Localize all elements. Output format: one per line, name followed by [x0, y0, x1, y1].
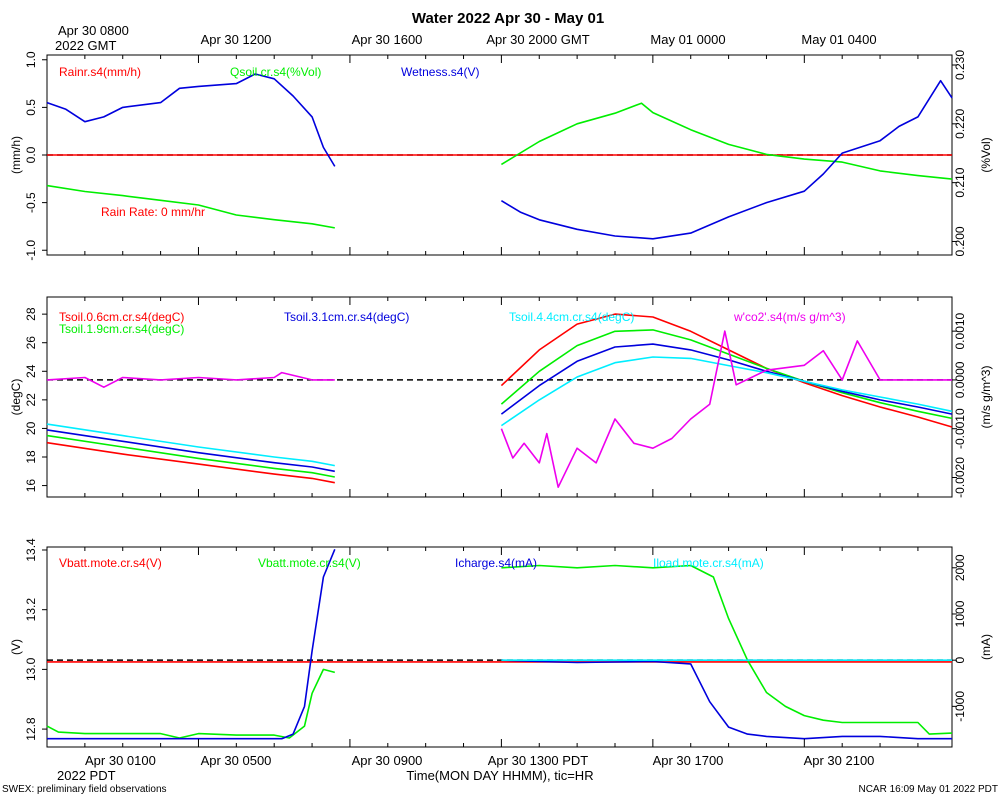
top-axis-first-label-line1: Apr 30 0800	[58, 23, 129, 38]
left-axis-label: (V)	[9, 639, 23, 655]
right-axis-label: (%Vol)	[979, 137, 993, 172]
bottom-axis-label: Apr 30 2100	[804, 753, 875, 768]
bottom-axis-year: 2022 PDT	[57, 768, 116, 783]
left-axis-label: (mm/h)	[9, 136, 23, 174]
x-axis-title: Time(MON DAY HHMM), tic=HR	[406, 768, 593, 783]
series-line-blue	[500, 79, 953, 240]
legend-qsoil: Qsoil.cr.s4(%Vol)	[230, 65, 321, 79]
left-axis-tick-label: -0.5	[24, 192, 38, 213]
legend-wetness: Wetness.s4(V)	[401, 65, 479, 79]
series-line-blue	[501, 659, 952, 740]
left-axis-tick-label: 0.0	[24, 146, 38, 163]
legend-tsoil-0-6: Tsoil.0.6cm.cr.s4(degC)	[59, 310, 184, 324]
series-line-green	[46, 668, 336, 739]
left-axis-tick-label: 0.5	[24, 99, 38, 116]
right-axis-tick-label: 0.210	[953, 167, 967, 197]
series-line-magenta	[46, 371, 335, 389]
series-line-magenta	[500, 330, 952, 489]
right-axis-tick-label: 0.200	[953, 226, 967, 256]
left-axis-tick-label: 16	[24, 479, 38, 493]
left-axis-label: (degC)	[9, 379, 23, 416]
left-axis-tick-label: 22	[24, 393, 38, 407]
right-axis-label: (mA)	[979, 634, 993, 660]
left-axis-tick-label: 12.8	[24, 717, 38, 741]
rain-rate-annotation: Rain Rate: 0 mm/hr	[101, 205, 205, 219]
legend-vbatt-red: Vbatt.mote.cr.s4(V)	[59, 556, 162, 570]
bottom-axis-label: Apr 30 0100	[85, 753, 156, 768]
plot-frame	[46, 546, 953, 748]
left-axis-tick-label: 13.0	[24, 657, 38, 681]
left-axis-tick-label: 24	[24, 364, 38, 378]
series-line-cyan	[46, 423, 335, 467]
axes-layer: 1.0 0.5 0.0 -0.5 -1.0 0.230 0.220 0.210 0.200	[24, 50, 967, 261]
axes-layer: 28 26 24 22 20 18 16 0.0010 0.0000 -0.0010 -0.0020	[24, 297, 967, 498]
right-axis-tick-label: 2000	[953, 554, 967, 581]
right-axis-tick-label: -1000	[953, 691, 967, 722]
top-axis-label: Apr 30 2000 GMT	[486, 32, 589, 47]
series-line-green	[46, 434, 335, 478]
right-axis-tick-label: 1000	[953, 600, 967, 627]
bottom-axis-label: Apr 30 0900	[352, 753, 423, 768]
left-axis-tick-label: 28	[24, 307, 38, 321]
legend-rainr: Rainr.s4(mm/h)	[59, 65, 141, 79]
left-axis-tick-label: 13.2	[24, 598, 38, 622]
series-layer	[46, 548, 953, 740]
legend-iload: Iload.mote.cr.s4(mA)	[653, 556, 764, 570]
panel-middle: 28 26 24 22 20 18 16 0.0010 0.0000 -0.0010 -0.0020…	[9, 296, 993, 498]
top-axis-label: Apr 30 1200	[201, 32, 272, 47]
legend-tsoil-4-4: Tsoil.4.4cm.cr.s4(degC)	[509, 310, 634, 324]
bottom-axis-label: Apr 30 1300 PDT	[488, 753, 589, 768]
right-axis-tick-label: 0	[953, 657, 967, 664]
series-line-blue	[46, 429, 335, 473]
legend-vbatt-green: Vbatt.mote.cr.s4(V)	[258, 556, 361, 570]
series-line-blue	[500, 343, 953, 415]
series-line-green	[46, 184, 335, 229]
chart-title: Water 2022 Apr 30 - May 01	[412, 10, 604, 27]
series-line-red	[500, 313, 953, 428]
left-axis-tick-label: -1.0	[24, 240, 38, 261]
right-axis-tick-label: 0.220	[953, 108, 967, 138]
left-axis-tick-label: 18	[24, 450, 38, 464]
series-line-green	[501, 564, 953, 735]
legend-wco2: w'co2'.s4(m/s g/m^3)	[733, 310, 846, 324]
bottom-axis-label: Apr 30 1700	[653, 753, 724, 768]
right-axis-tick-label: 0.0010	[953, 312, 967, 349]
bottom-axis-label: Apr 30 0500	[201, 753, 272, 768]
series-layer	[46, 73, 953, 240]
series-line-green	[500, 102, 953, 180]
left-axis-tick-label: 13.4	[24, 538, 38, 562]
right-axis-tick-label: -0.0010	[953, 408, 967, 449]
footer-left: SWEX: preliminary field observations	[2, 784, 167, 795]
right-axis-label: (m/s g/m^3)	[979, 366, 993, 429]
series-line-green	[500, 329, 953, 420]
top-axis-first-label-line2: 2022 GMT	[55, 38, 116, 53]
top-axis-label: May 01 0000	[650, 32, 725, 47]
series-layer	[46, 313, 953, 489]
series-line-cyan	[500, 356, 953, 427]
series-line-red	[46, 441, 335, 484]
legend-icharge: Icharge.s4(mA)	[455, 556, 537, 570]
right-axis-tick-label: 0.0000	[953, 361, 967, 398]
series-line-blue	[47, 548, 336, 740]
right-axis-tick-label: 0.230	[953, 50, 967, 80]
top-axis-label: Apr 30 1600	[352, 32, 423, 47]
top-axis-label: May 01 0400	[801, 32, 876, 47]
series-line-blue	[46, 73, 336, 167]
legend-tsoil-3-1: Tsoil.3.1cm.cr.s4(degC)	[284, 310, 409, 324]
left-axis-tick-label: 1.0	[24, 51, 38, 68]
plot-frame	[46, 296, 953, 498]
axes-layer: 13.4 13.2 13.0 12.8 2000 1000 0 -1000	[24, 538, 967, 747]
right-axis-tick-label: -0.0020	[953, 457, 967, 498]
panel-top: 1.0 0.5 0.0 -0.5 -1.0 0.230 0.220 0.210 0.200 (m…	[9, 50, 993, 261]
left-axis-tick-label: 20	[24, 421, 38, 435]
left-axis-tick-label: 26	[24, 336, 38, 350]
footer-right: NCAR 16:09 May 01 2022 PDT	[858, 784, 998, 795]
legend-tsoil-1-9: Tsoil.1.9cm.cr.s4(degC)	[59, 322, 184, 336]
